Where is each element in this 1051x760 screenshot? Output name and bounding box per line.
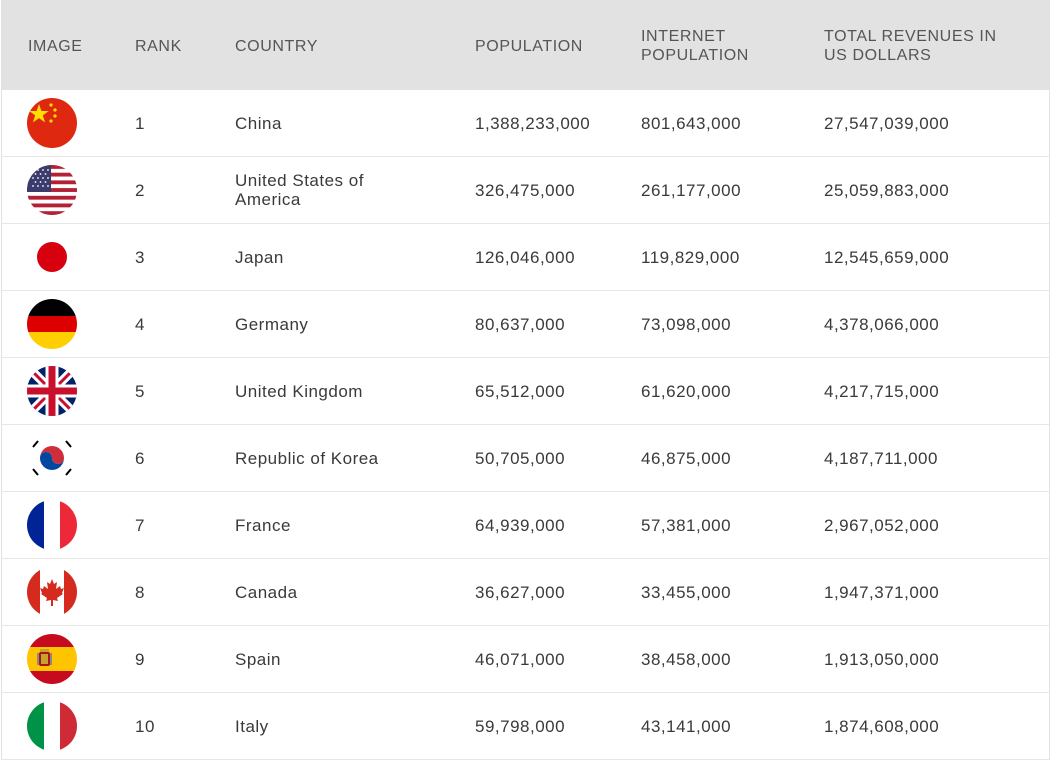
country-cell: Germany xyxy=(235,314,309,334)
flag-cell xyxy=(27,492,79,558)
country-cell: Italy xyxy=(235,716,269,736)
table-row: 5 United Kingdom 65,512,000 61,620,000 4… xyxy=(2,358,1049,425)
country-cell: France xyxy=(235,515,291,535)
header-country: COUNTRY xyxy=(235,37,319,55)
header-population: POPULATION xyxy=(475,37,583,55)
rank-cell: 3 xyxy=(135,247,145,267)
country-cell: Japan xyxy=(235,247,284,267)
spain-flag-icon xyxy=(27,634,77,684)
internet-population-cell: 61,620,000 xyxy=(641,381,732,401)
table-row: 10 Italy 59,798,000 43,141,000 1,874,608… xyxy=(2,693,1049,760)
header-total-revenues: TOTAL REVENUES IN US DOLLARS xyxy=(824,28,997,64)
country-cell: Spain xyxy=(235,649,281,669)
uk-flag-icon xyxy=(27,366,77,416)
table-row: 9 Spain 46,071,000 38,458,000 1,913,050,… xyxy=(2,626,1049,693)
population-cell: 1,388,233,000 xyxy=(475,113,591,133)
italy-flag-icon xyxy=(27,701,77,751)
population-cell: 59,798,000 xyxy=(475,716,566,736)
rank-cell: 7 xyxy=(135,515,145,535)
country-cell: Canada xyxy=(235,582,298,602)
total-revenues-cell: 4,378,066,000 xyxy=(824,314,940,334)
flag-cell xyxy=(27,90,79,156)
flag-cell xyxy=(27,559,79,625)
flag-cell xyxy=(27,358,79,424)
rank-cell: 8 xyxy=(135,582,145,602)
china-flag-icon xyxy=(27,98,77,148)
total-revenues-cell: 2,967,052,000 xyxy=(824,515,940,535)
flag-cell xyxy=(27,291,79,357)
internet-population-cell: 261,177,000 xyxy=(641,180,742,200)
population-cell: 80,637,000 xyxy=(475,314,566,334)
header-rank: RANK xyxy=(135,37,182,55)
header-image: IMAGE xyxy=(28,37,83,55)
internet-population-cell: 46,875,000 xyxy=(641,448,732,468)
country-cell: United Kingdom xyxy=(235,381,363,401)
flag-cell xyxy=(27,693,79,759)
table-row: 2 United States of America 326,475,000 2… xyxy=(2,157,1049,224)
flag-cell xyxy=(27,626,79,692)
population-cell: 126,046,000 xyxy=(475,247,576,267)
header-internet-population: INTERNET POPULATION xyxy=(641,28,749,64)
internet-population-cell: 801,643,000 xyxy=(641,113,742,133)
population-cell: 326,475,000 xyxy=(475,180,576,200)
table-row: 6 Republic of Korea 50,705,000 46,875,00… xyxy=(2,425,1049,492)
total-revenues-cell: 1,913,050,000 xyxy=(824,649,940,669)
rank-cell: 6 xyxy=(135,448,145,468)
table-row: 4 Germany 80,637,000 73,098,000 4,378,06… xyxy=(2,291,1049,358)
rank-cell: 10 xyxy=(135,716,155,736)
population-cell: 64,939,000 xyxy=(475,515,566,535)
table-row: 7 France 64,939,000 57,381,000 2,967,052… xyxy=(2,492,1049,559)
table-row: 3 Japan 126,046,000 119,829,000 12,545,6… xyxy=(2,224,1049,291)
country-cell: United States of America xyxy=(235,171,364,209)
internet-population-cell: 38,458,000 xyxy=(641,649,732,669)
total-revenues-cell: 1,874,608,000 xyxy=(824,716,940,736)
flag-cell xyxy=(27,224,79,290)
population-cell: 65,512,000 xyxy=(475,381,566,401)
population-cell: 46,071,000 xyxy=(475,649,566,669)
germany-flag-icon xyxy=(27,299,77,349)
usa-flag-icon xyxy=(27,165,77,215)
internet-population-cell: 57,381,000 xyxy=(641,515,732,535)
rank-cell: 2 xyxy=(135,180,145,200)
rank-cell: 4 xyxy=(135,314,145,334)
population-cell: 36,627,000 xyxy=(475,582,566,602)
table-header: IMAGE RANK COUNTRY POPULATION INTERNET P… xyxy=(2,0,1049,90)
total-revenues-cell: 4,187,711,000 xyxy=(824,448,938,468)
total-revenues-cell: 4,217,715,000 xyxy=(824,381,940,401)
internet-population-cell: 119,829,000 xyxy=(641,247,740,267)
total-revenues-cell: 12,545,659,000 xyxy=(824,247,950,267)
table-row: 1 China 1,388,233,000 801,643,000 27,547… xyxy=(2,90,1049,157)
country-cell: Republic of Korea xyxy=(235,448,379,468)
total-revenues-cell: 27,547,039,000 xyxy=(824,113,950,133)
france-flag-icon xyxy=(27,500,77,550)
flag-cell xyxy=(27,157,79,223)
rank-cell: 1 xyxy=(135,113,145,133)
internet-population-cell: 33,455,000 xyxy=(641,582,732,602)
rank-cell: 9 xyxy=(135,649,145,669)
rank-cell: 5 xyxy=(135,381,145,401)
population-cell: 50,705,000 xyxy=(475,448,566,468)
canada-flag-icon xyxy=(27,567,77,617)
japan-flag-icon xyxy=(27,232,77,282)
internet-population-cell: 73,098,000 xyxy=(641,314,732,334)
korea-flag-icon xyxy=(27,433,77,483)
country-cell: China xyxy=(235,113,282,133)
total-revenues-cell: 25,059,883,000 xyxy=(824,180,950,200)
total-revenues-cell: 1,947,371,000 xyxy=(824,582,940,602)
internet-population-cell: 43,141,000 xyxy=(641,716,732,736)
flag-cell xyxy=(27,425,79,491)
table-row: 8 Canada 36,627,000 33,455,000 1,947,371… xyxy=(2,559,1049,626)
